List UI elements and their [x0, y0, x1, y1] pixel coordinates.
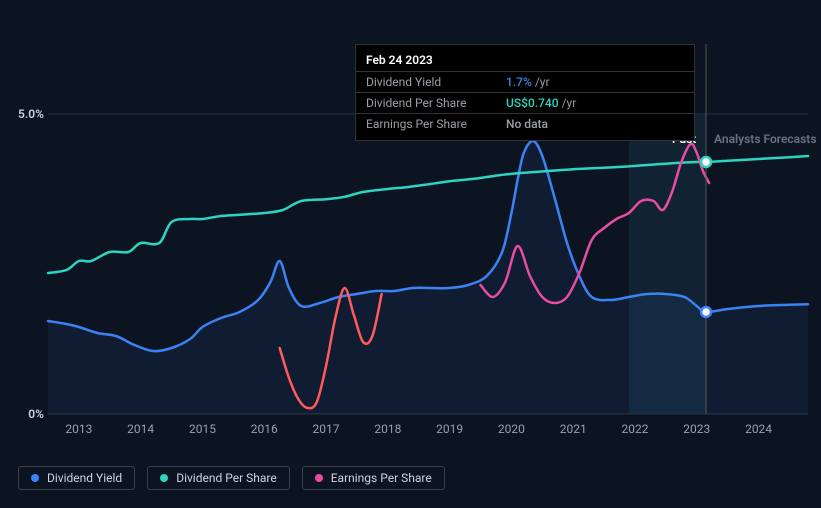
- legend-dot-icon: [315, 474, 323, 482]
- x-tick-label: 2022: [621, 422, 648, 436]
- tooltip-date: Feb 24 2023: [356, 51, 694, 71]
- tooltip-row: Dividend Per ShareUS$0.740/yr: [356, 92, 694, 113]
- forecast-region-label: Analysts Forecasts: [714, 132, 816, 146]
- chart-tooltip: Feb 24 2023 Dividend Yield1.7%/yrDividen…: [355, 44, 695, 141]
- tooltip-row-suffix: /yr: [562, 96, 577, 110]
- legend-item-label: Dividend Per Share: [176, 471, 277, 485]
- x-tick-label: 2018: [374, 422, 401, 436]
- legend-item-label: Earnings Per Share: [331, 471, 432, 485]
- legend-item[interactable]: Dividend Yield: [18, 466, 135, 490]
- x-tick-label: 2019: [436, 422, 463, 436]
- tooltip-row-value: US$0.740: [506, 96, 559, 110]
- x-tick-label: 2024: [745, 422, 772, 436]
- tooltip-row-label: Dividend Yield: [366, 75, 506, 89]
- tooltip-row-value: 1.7%: [506, 75, 532, 89]
- legend-dot-icon: [160, 474, 168, 482]
- legend-item[interactable]: Earnings Per Share: [302, 466, 445, 490]
- y-tick-label: 0%: [28, 407, 44, 421]
- tooltip-row-label: Dividend Per Share: [366, 96, 506, 110]
- tooltip-row-label: Earnings Per Share: [366, 117, 506, 131]
- x-tick-label: 2015: [189, 422, 216, 436]
- x-tick-label: 2014: [127, 422, 154, 436]
- chart-legend: Dividend Yield Dividend Per Share Earnings…: [18, 466, 445, 490]
- tooltip-row: Dividend Yield1.7%/yr: [356, 71, 694, 92]
- legend-dot-icon: [31, 474, 39, 482]
- y-tick-label: 5.0%: [18, 107, 44, 121]
- x-tick-label: 2013: [65, 422, 92, 436]
- tooltip-row-suffix: /yr: [535, 75, 550, 89]
- x-tick-label: 2023: [683, 422, 710, 436]
- x-tick-label: 2020: [498, 422, 525, 436]
- x-tick-label: 2021: [560, 422, 587, 436]
- x-tick-label: 2017: [313, 422, 340, 436]
- x-tick-label: 2016: [251, 422, 278, 436]
- dividend-chart[interactable]: 0% 5.0% 2013 2014 2015 2016 2017 2018 2019 2020 2…: [0, 0, 821, 508]
- legend-item-label: Dividend Yield: [47, 471, 122, 485]
- tooltip-row: Earnings Per ShareNo data: [356, 113, 694, 134]
- legend-item[interactable]: Dividend Per Share: [147, 466, 290, 490]
- tooltip-row-value: No data: [506, 117, 548, 131]
